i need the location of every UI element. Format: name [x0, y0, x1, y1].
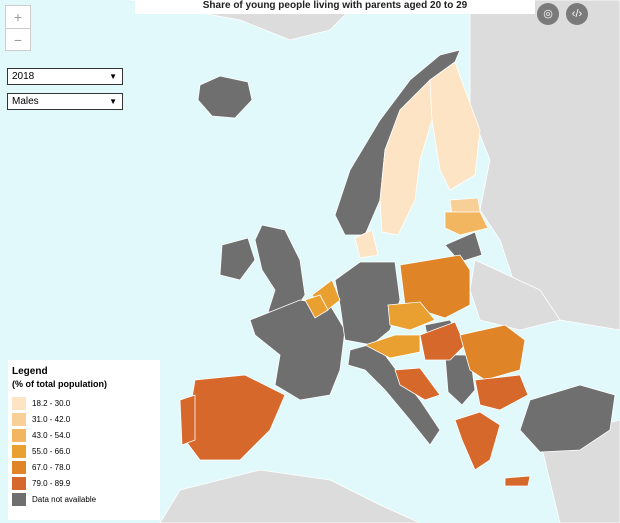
legend-item: 18.2 - 30.0: [12, 395, 160, 411]
legend-item: 43.0 - 54.0: [12, 427, 160, 443]
sex-value: Males: [12, 96, 39, 107]
legend-swatch: [12, 460, 26, 474]
dropdown-arrow: ▼: [109, 97, 117, 106]
embed-button[interactable]: ‹/›: [566, 3, 588, 25]
legend-swatch: [12, 476, 26, 490]
legend-swatch: [12, 444, 26, 458]
legend-label: 67.0 - 78.0: [32, 462, 71, 472]
legend-swatch: [12, 396, 26, 410]
map-title: Share of young people living with parent…: [135, 0, 535, 14]
legend-swatch: [12, 428, 26, 442]
zoom-out[interactable]: −: [6, 28, 30, 51]
legend-item: 67.0 - 78.0: [12, 459, 160, 475]
legend-swatch: [12, 412, 26, 426]
legend-label: 43.0 - 54.0: [32, 430, 71, 440]
legend-title: Legend: [12, 366, 48, 377]
legend-items: 18.2 - 30.0 31.0 - 42.0 43.0 - 54.0 55.0 - …: [8, 395, 160, 507]
legend-label: 31.0 - 42.0: [32, 414, 71, 424]
legend-subtitle: (% of total population): [12, 379, 107, 389]
countries-no-data: [197, 49, 616, 453]
zoom-in[interactable]: +: [13, 9, 23, 25]
legend-item: 79.0 - 89.9: [12, 475, 160, 491]
countries-data: [179, 61, 531, 487]
zoom-control: + −: [5, 5, 31, 51]
legend-label: Data not available: [32, 494, 97, 504]
dropdown-arrow: ▼: [109, 72, 117, 81]
globe-button[interactable]: ◎: [537, 3, 559, 25]
legend-label: 55.0 - 66.0: [32, 446, 71, 456]
legend-item: 55.0 - 66.0: [12, 443, 160, 459]
year-value: 2018: [12, 71, 35, 82]
year-select[interactable]: 2018 ▼: [7, 68, 123, 85]
legend: Legend (% of total population) 18.2 - 30…: [8, 360, 160, 520]
legend-swatch: [12, 492, 26, 506]
legend-item: Data not available: [12, 491, 160, 507]
legend-item: 31.0 - 42.0: [12, 411, 160, 427]
legend-label: 18.2 - 30.0: [32, 398, 71, 408]
legend-label: 79.0 - 89.9: [32, 478, 71, 488]
sex-select[interactable]: Males ▼: [7, 93, 123, 110]
